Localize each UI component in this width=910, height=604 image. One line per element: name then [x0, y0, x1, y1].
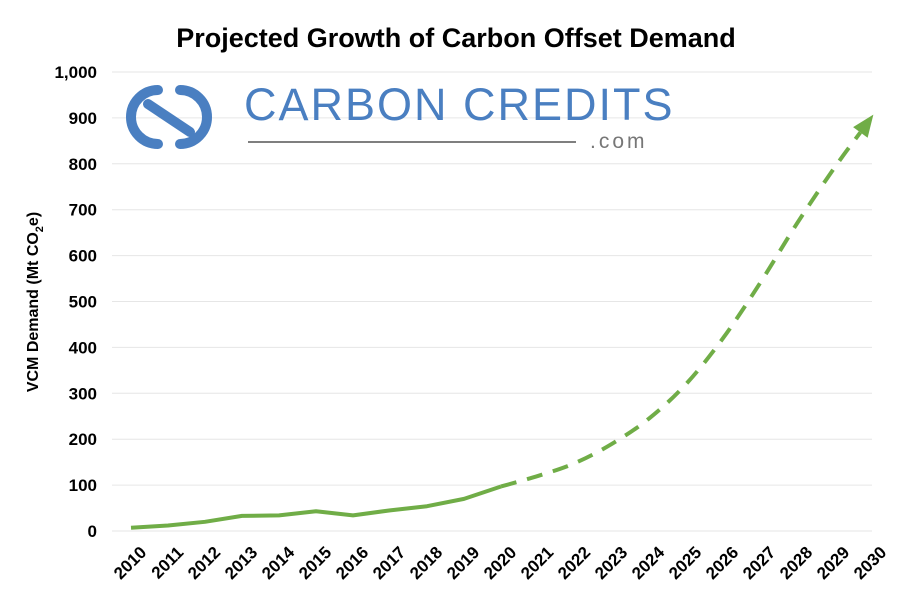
x-tick-label: 2012	[184, 543, 224, 583]
x-tick-label: 2018	[406, 543, 446, 583]
x-tick-label: 2024	[628, 542, 669, 583]
y-axis-label: VCM Demand (Mt CO2e)	[25, 212, 46, 392]
x-tick-label: 2016	[332, 543, 372, 583]
y-tick-label: 100	[69, 476, 97, 495]
x-tick-label: 2028	[776, 543, 816, 583]
y-tick-label: 400	[69, 338, 97, 357]
y-tick-label: 0	[88, 522, 97, 541]
y-tick-label: 200	[69, 430, 97, 449]
x-tick-label: 2027	[739, 543, 779, 583]
y-axis-ticks: 0 100 200 300 400 500 600 700 800 900 1,000	[54, 63, 97, 541]
logo-suffix-text: .com	[590, 130, 648, 153]
x-tick-label: 2021	[517, 543, 557, 583]
y-tick-label: 900	[69, 109, 97, 128]
x-tick-label: 2026	[702, 543, 742, 583]
x-tick-label: 2017	[369, 543, 409, 583]
y-tick-label: 600	[69, 247, 97, 266]
x-tick-label: 2030	[850, 543, 890, 583]
x-tick-label: 2022	[554, 543, 594, 583]
x-tick-label: 2011	[148, 543, 188, 583]
carbon-credits-logo: CARBON CREDITS .com	[126, 79, 675, 153]
y-tick-label: 1,000	[54, 63, 97, 82]
gridlines	[112, 71, 872, 532]
projection-arrowhead	[853, 114, 874, 138]
x-tick-label: 2013	[221, 543, 261, 583]
x-axis-ticks: 2010201120122013201420152016201720182019…	[110, 542, 890, 583]
x-tick-label: 2023	[591, 543, 631, 583]
x-tick-label: 2010	[110, 543, 150, 583]
projected-demand-line	[500, 131, 862, 489]
y-tick-label: 500	[69, 293, 97, 312]
logo-brand-text: CARBON CREDITS	[244, 79, 675, 130]
logo-icon	[126, 85, 212, 149]
x-tick-label: 2020	[480, 543, 520, 583]
series-lines	[130, 114, 874, 530]
y-tick-label: 800	[69, 155, 97, 174]
x-tick-label: 2029	[813, 543, 853, 583]
x-tick-label: 2015	[295, 543, 335, 583]
x-tick-label: 2014	[258, 542, 299, 583]
y-tick-label: 300	[69, 384, 97, 403]
y-tick-label: 700	[69, 201, 97, 220]
chart-title: Projected Growth of Carbon Offset Demand	[176, 23, 736, 53]
x-tick-label: 2025	[665, 543, 705, 583]
x-tick-label: 2019	[443, 543, 483, 583]
historical-demand-line	[130, 484, 502, 530]
